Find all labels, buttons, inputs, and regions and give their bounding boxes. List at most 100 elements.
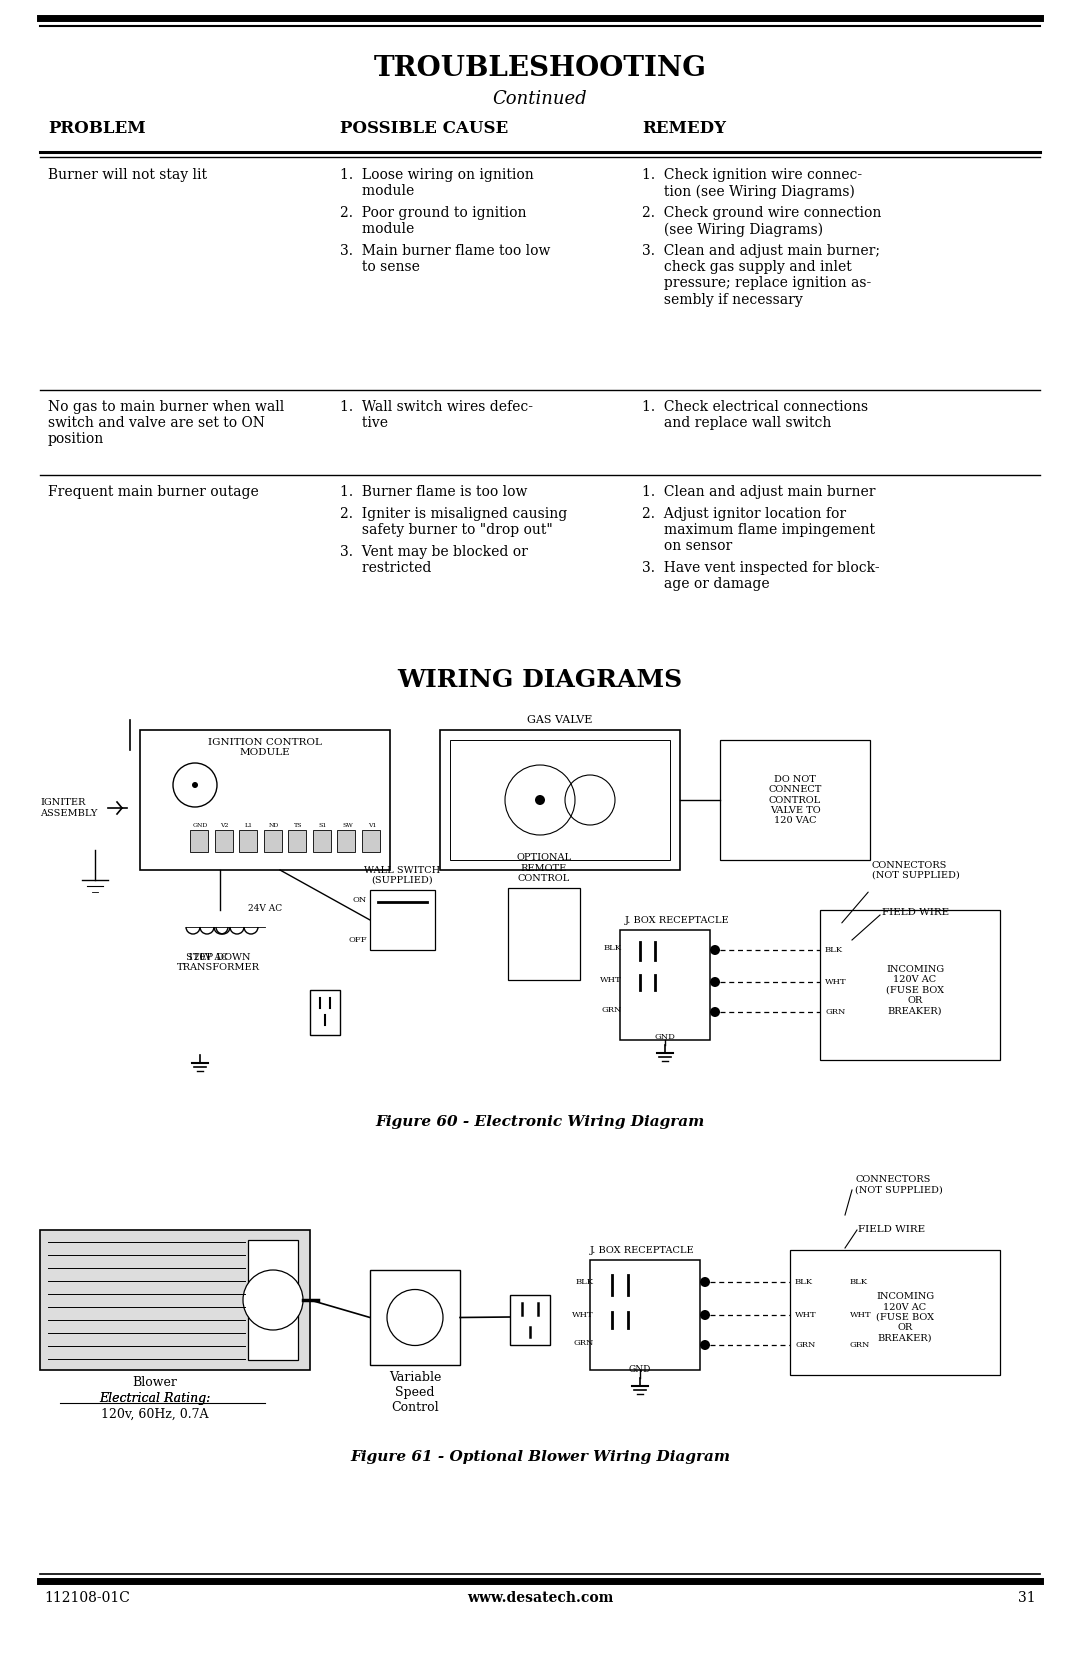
Text: 1.  Loose wiring on ignition
     module: 1. Loose wiring on ignition module: [340, 169, 534, 199]
Bar: [720, 739, 870, 860]
Bar: [510, 1295, 550, 1345]
Bar: [264, 829, 282, 851]
Bar: [370, 890, 435, 950]
Text: J. BOX RECEPTACLE: J. BOX RECEPTACLE: [625, 916, 730, 925]
Bar: [310, 990, 340, 1035]
Text: BLK: BLK: [825, 946, 843, 955]
Bar: [789, 1250, 1000, 1375]
Text: No gas to main burner when wall
switch and valve are set to ON
position: No gas to main burner when wall switch a…: [48, 401, 284, 446]
Text: 1.  Clean and adjust main burner: 1. Clean and adjust main burner: [642, 486, 876, 499]
Text: GND: GND: [192, 823, 207, 828]
Text: WHT: WHT: [795, 1312, 816, 1319]
Text: 3.  Vent may be blocked or
     restricted: 3. Vent may be blocked or restricted: [340, 546, 528, 576]
Text: BLK: BLK: [850, 1278, 868, 1287]
Circle shape: [710, 1006, 720, 1016]
Text: 31: 31: [1018, 1591, 1036, 1606]
Circle shape: [710, 976, 720, 986]
Text: GRN: GRN: [795, 1340, 815, 1349]
Text: WIRING DIAGRAMS: WIRING DIAGRAMS: [397, 668, 683, 693]
Text: J. BOX RECEPTACLE: J. BOX RECEPTACLE: [590, 1247, 694, 1255]
Text: Continued: Continued: [492, 90, 588, 108]
Text: V2: V2: [220, 823, 229, 828]
Bar: [362, 829, 380, 851]
Text: TS: TS: [294, 823, 302, 828]
Text: BLK: BLK: [576, 1278, 594, 1287]
Text: BLK: BLK: [795, 1278, 813, 1287]
Text: WHT: WHT: [825, 978, 847, 986]
Text: GRN: GRN: [573, 1339, 594, 1347]
Text: 3.  Clean and adjust main burner;
     check gas supply and inlet
     pressure;: 3. Clean and adjust main burner; check g…: [642, 244, 880, 307]
Text: 112108-01C: 112108-01C: [44, 1591, 130, 1606]
Text: Variable
Speed
Control: Variable Speed Control: [389, 1370, 442, 1414]
Bar: [590, 1260, 700, 1370]
Text: WHT: WHT: [600, 976, 622, 985]
Bar: [215, 829, 232, 851]
Text: S1: S1: [319, 823, 327, 828]
Text: 2.  Igniter is misaligned causing
     safety burner to "drop out": 2. Igniter is misaligned causing safety …: [340, 507, 567, 537]
Text: L1: L1: [245, 823, 253, 828]
Text: GRN: GRN: [602, 1006, 622, 1015]
Bar: [239, 829, 257, 851]
Text: 2.  Check ground wire connection
     (see Wiring Diagrams): 2. Check ground wire connection (see Wir…: [642, 205, 881, 237]
Text: V1: V1: [368, 823, 376, 828]
Bar: [313, 829, 330, 851]
Bar: [450, 739, 670, 860]
Text: CONNECTORS
(NOT SUPPLIED): CONNECTORS (NOT SUPPLIED): [855, 1175, 943, 1195]
Text: 3.  Have vent inspected for block-
     age or damage: 3. Have vent inspected for block- age or…: [642, 561, 879, 591]
Text: GND: GND: [654, 1033, 675, 1041]
Text: WHT: WHT: [572, 1312, 594, 1319]
Bar: [140, 729, 390, 870]
Text: Electrical Rating:: Electrical Rating:: [99, 1392, 211, 1405]
Text: 120v, 60Hz, 0.7A: 120v, 60Hz, 0.7A: [102, 1409, 208, 1420]
Text: STEP DOWN
TRANSFORMER: STEP DOWN TRANSFORMER: [176, 953, 259, 973]
Bar: [370, 1270, 460, 1365]
Text: POSSIBLE CAUSE: POSSIBLE CAUSE: [340, 120, 509, 137]
Text: OFF: OFF: [349, 936, 367, 945]
Text: Figure 60 - Electronic Wiring Diagram: Figure 60 - Electronic Wiring Diagram: [376, 1115, 704, 1128]
Text: REMEDY: REMEDY: [642, 120, 726, 137]
Circle shape: [700, 1277, 710, 1287]
Bar: [337, 829, 355, 851]
Text: Burner will not stay lit: Burner will not stay lit: [48, 169, 207, 182]
Text: OPTIONAL
REMOTE
CONTROL: OPTIONAL REMOTE CONTROL: [516, 853, 571, 883]
Text: Figure 61 - Optional Blower Wiring Diagram: Figure 61 - Optional Blower Wiring Diagr…: [350, 1450, 730, 1464]
Text: 2.  Adjust ignitor location for
     maximum flame impingement
     on sensor: 2. Adjust ignitor location for maximum f…: [642, 507, 875, 554]
Text: GND: GND: [629, 1365, 651, 1374]
Text: INCOMING
120V AC
(FUSE BOX
OR
BREAKER): INCOMING 120V AC (FUSE BOX OR BREAKER): [876, 1292, 934, 1344]
Bar: [288, 829, 307, 851]
Text: Blower: Blower: [133, 1375, 177, 1389]
Bar: [620, 930, 710, 1040]
Text: 1.  Check electrical connections
     and replace wall switch: 1. Check electrical connections and repl…: [642, 401, 868, 431]
Text: GRN: GRN: [825, 1008, 846, 1016]
Text: FIELD WIRE: FIELD WIRE: [882, 908, 949, 916]
Circle shape: [535, 794, 545, 804]
Text: INCOMING
120V AC
(FUSE BOX
OR
BREAKER): INCOMING 120V AC (FUSE BOX OR BREAKER): [886, 965, 944, 1015]
Circle shape: [710, 945, 720, 955]
Text: IGNITER
ASSEMBLY: IGNITER ASSEMBLY: [40, 798, 97, 818]
Text: SW: SW: [342, 823, 353, 828]
Text: ND: ND: [269, 823, 279, 828]
Bar: [40, 1230, 310, 1370]
Text: BLK: BLK: [604, 945, 622, 951]
Circle shape: [243, 1270, 303, 1330]
Text: WHT: WHT: [850, 1312, 872, 1319]
Text: 24V AC: 24V AC: [248, 905, 282, 913]
Text: www.desatech.com: www.desatech.com: [467, 1591, 613, 1606]
Text: PROBLEM: PROBLEM: [48, 120, 146, 137]
Bar: [440, 729, 680, 870]
Text: CONNECTORS
(NOT SUPPLIED): CONNECTORS (NOT SUPPLIED): [872, 861, 960, 880]
Text: FIELD WIRE: FIELD WIRE: [858, 1225, 926, 1233]
Text: 1.  Burner flame is too low: 1. Burner flame is too low: [340, 486, 527, 499]
Text: Frequent main burner outage: Frequent main burner outage: [48, 486, 259, 499]
Bar: [508, 888, 580, 980]
Text: GRN: GRN: [850, 1340, 870, 1349]
Circle shape: [192, 783, 198, 788]
Circle shape: [700, 1310, 710, 1320]
Text: Electrical Rating:: Electrical Rating:: [99, 1392, 211, 1405]
Text: 1.  Check ignition wire connec-
     tion (see Wiring Diagrams): 1. Check ignition wire connec- tion (see…: [642, 169, 862, 199]
Text: WALL SWITCH
(SUPPLIED): WALL SWITCH (SUPPLIED): [364, 866, 441, 885]
Circle shape: [700, 1340, 710, 1350]
Text: TROUBLESHOOTING: TROUBLESHOOTING: [374, 55, 706, 82]
Bar: [248, 1240, 298, 1360]
Bar: [190, 829, 208, 851]
